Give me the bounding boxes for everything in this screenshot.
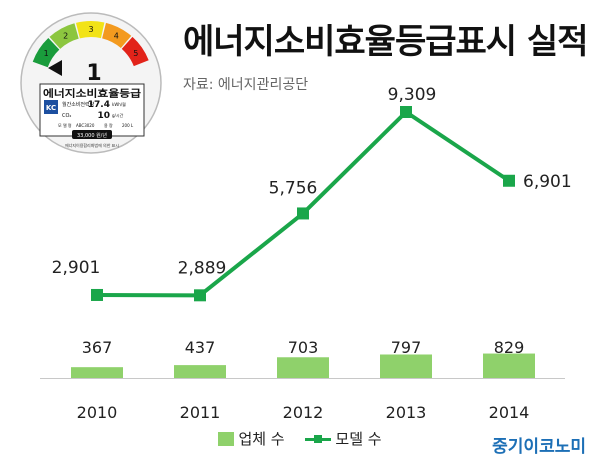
line-value-label: 2,901 — [52, 258, 101, 278]
legend-label-line: 모델 수 — [335, 430, 382, 448]
gauge-segment — [76, 21, 105, 39]
badge-row2-value: 10 — [97, 111, 110, 121]
bar-value-label: 797 — [391, 338, 422, 357]
line-value-label: 6,901 — [523, 172, 572, 192]
gauge-segment — [121, 36, 149, 67]
line-point — [91, 288, 103, 301]
bar — [277, 357, 329, 378]
badge-header: 에너지소비효율등급 — [43, 87, 141, 100]
x-tick-label: 2013 — [386, 403, 427, 422]
line-point — [400, 106, 412, 118]
legend-swatch-line — [305, 432, 332, 446]
badge-footer: 에너지이용합리화법에 의한 표시 — [65, 142, 119, 148]
x-tick-label: 2011 — [180, 403, 221, 422]
gauge-segment — [102, 22, 132, 49]
gauge-number: 2 — [63, 31, 68, 40]
badge-grade: 1 — [86, 61, 101, 86]
badge-row2-label: CO₂ — [62, 113, 71, 119]
x-tick-label: 2012 — [283, 403, 324, 422]
legend-item-line: 모델 수 — [305, 428, 382, 449]
badge-row2-unit: g/시간 — [112, 112, 124, 118]
bar — [71, 367, 123, 378]
legend: 업체 수 모델 수 — [0, 428, 600, 449]
legend-swatch-bar — [218, 432, 235, 446]
chart-title: 에너지소비효율등급표시 실적 — [183, 22, 588, 62]
brand-logo: 중기이코노미 — [492, 437, 586, 457]
x-tick-label: 2014 — [489, 403, 530, 422]
grade-arrow-icon — [48, 60, 62, 76]
bar-value-label: 437 — [185, 338, 216, 357]
bar — [380, 354, 432, 378]
line-value-label: 2,889 — [178, 258, 227, 278]
badge-capacity-label: 용 량 — [104, 122, 113, 128]
bar-value-label: 703 — [288, 338, 319, 357]
gauge-segment — [32, 38, 60, 68]
gauge-segment — [49, 23, 79, 49]
badge-kc: KC — [46, 104, 56, 112]
badge-model-label: 모 델 명 — [58, 122, 72, 128]
gauge-number: 3 — [88, 25, 93, 34]
series-line — [96, 110, 511, 298]
badge-row1-value: 17.4 — [88, 100, 110, 110]
gauge-number: 1 — [44, 49, 49, 58]
line-point — [503, 174, 515, 187]
badge-capacity-value: 200 L — [122, 123, 134, 128]
x-tick-label: 2010 — [77, 403, 118, 422]
line-value-label: 9,309 — [388, 85, 437, 105]
badge-price: 33,000 원/년 — [77, 132, 107, 139]
badge-row1-unit: kWh/월 — [112, 101, 126, 107]
gauge-number: 4 — [114, 31, 119, 40]
bar — [174, 365, 226, 378]
gauge-number: 5 — [133, 49, 138, 58]
badge-model-value: ABC3020 — [76, 123, 95, 128]
legend-item-bar: 업체 수 — [218, 428, 285, 449]
line-point — [297, 207, 309, 220]
legend-label-bar: 업체 수 — [238, 430, 285, 448]
line-value-label: 5,756 — [269, 178, 318, 198]
bar-value-label: 829 — [494, 338, 525, 357]
bar-value-label: 367 — [82, 338, 113, 357]
bar — [483, 353, 535, 378]
line-point — [194, 289, 206, 302]
badge-row1-label: 월간소비전력량 — [62, 101, 95, 108]
chart-source: 자료: 에너지관리공단 — [183, 77, 309, 93]
